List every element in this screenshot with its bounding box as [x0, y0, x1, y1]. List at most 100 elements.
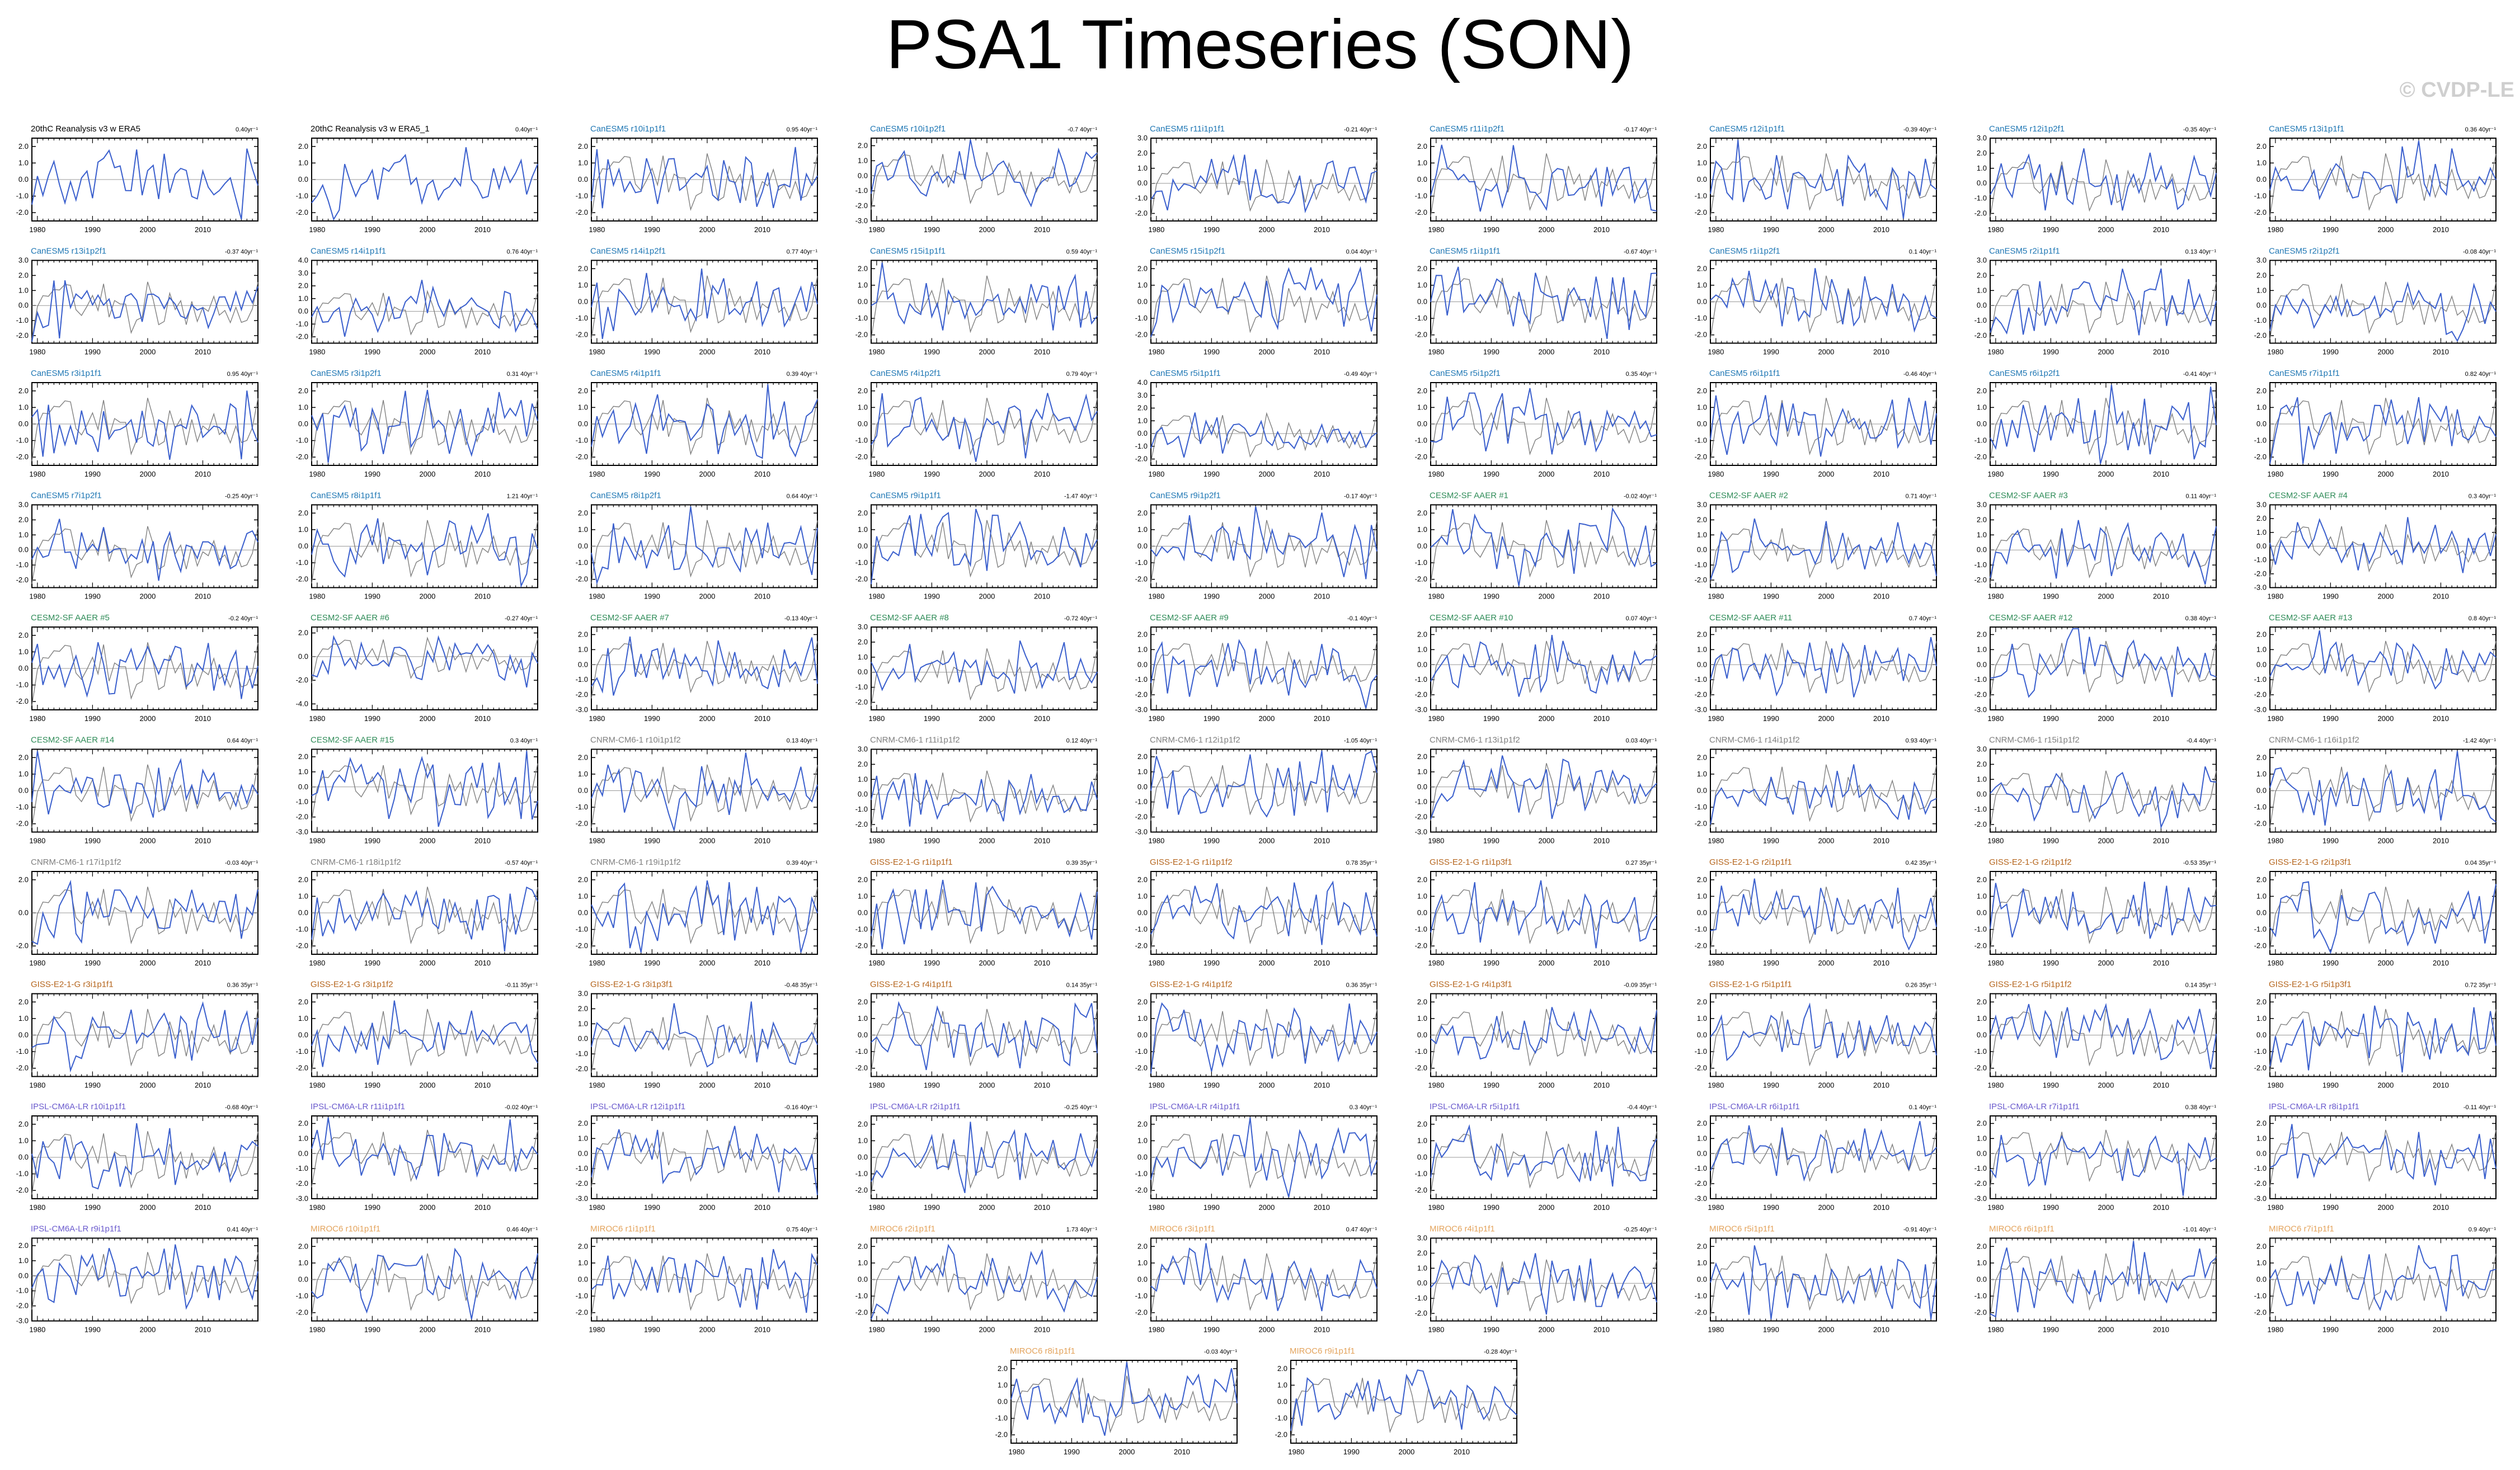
member-series-line — [31, 642, 258, 699]
y-tick-label: 2.0 — [858, 141, 868, 149]
member-series-line — [2269, 397, 2497, 464]
y-tick-label: -3.0 — [296, 828, 308, 836]
y-tick-label: 3.0 — [1697, 501, 1707, 509]
y-tick-label: 3.0 — [18, 501, 29, 509]
obs-series-line — [1430, 520, 1657, 584]
obs-series-line — [591, 640, 818, 699]
member-series-line — [871, 139, 1098, 208]
x-tick-label: 1990 — [1483, 470, 1499, 478]
x-tick-label: 1980 — [868, 348, 885, 356]
plot-frame — [1150, 138, 1377, 222]
y-tick-label: 2.0 — [1417, 264, 1427, 272]
x-tick-label: 2000 — [1538, 470, 1554, 478]
panel-title: CanESM5 r13i1p1f1 — [2269, 124, 2344, 134]
panel-title: CanESM5 r3i1p1f1 — [31, 369, 102, 378]
y-tick-label: 3.0 — [1977, 256, 1987, 265]
x-tick-label: 2000 — [1258, 348, 1275, 356]
panel-title: CanESM5 r8i1p1f1 — [311, 491, 382, 501]
y-tick-label: 1.0 — [1417, 645, 1427, 653]
panel-title: CanESM5 r9i1p1f1 — [870, 491, 941, 501]
x-tick-label: 2010 — [1593, 714, 1610, 723]
y-tick-label: -2.0 — [1695, 690, 1707, 699]
y-tick-label: 1.0 — [1137, 164, 1148, 172]
x-tick-label: 1990 — [644, 225, 660, 234]
y-tick-label: 0.0 — [1417, 542, 1427, 550]
panel-title: CanESM5 r7i1p2f1 — [31, 491, 102, 501]
y-tick-label: 0.0 — [18, 664, 29, 672]
y-tick-label: 2.0 — [578, 142, 588, 150]
trend-label: 0.77 40yr⁻¹ — [787, 249, 818, 256]
panel-title: CanESM5 r6i1p1f1 — [1709, 369, 1780, 378]
y-tick-label: 0.0 — [1977, 420, 1987, 428]
trend-label: 0.40yr⁻¹ — [515, 126, 538, 133]
trend-label: 0.64 40yr⁻¹ — [787, 493, 818, 500]
trend-label: 0.3 40yr⁻¹ — [2469, 493, 2497, 500]
panel-title: CESM2-SF AAER #3 — [1989, 491, 2068, 501]
x-tick-label: 2000 — [2377, 225, 2394, 234]
y-tick-label: 0.0 — [18, 301, 29, 309]
y-tick-label: 2.0 — [1137, 508, 1148, 517]
y-tick-label: 2.0 — [578, 508, 588, 517]
y-tick-label: -1.0 — [296, 558, 308, 567]
panel-title: CESM2-SF AAER #1 — [1430, 491, 1508, 501]
y-tick-label: 1.0 — [298, 767, 308, 776]
trend-label: -0.27 40yr⁻¹ — [505, 615, 538, 622]
y-tick-label: 0.0 — [1977, 545, 1987, 554]
y-tick-label: -1.0 — [1695, 192, 1707, 200]
chart-panel: CESM2-SF AAER #13 0.8 40yr⁻¹ 2.0 1.0 0.0 -1.0… — [2254, 613, 2497, 723]
x-tick-label: 1990 — [364, 592, 380, 601]
chart-panel: CESM2-SF AAER #10 0.07 40yr⁻¹ 2.0 1.0 0.0 -1.… — [1415, 613, 1657, 723]
y-tick-label: -2.0 — [2254, 331, 2267, 340]
y-tick-label: 0.0 — [298, 652, 308, 661]
member-series-line — [1710, 268, 1937, 333]
member-series-line — [1990, 268, 2217, 336]
x-tick-label: 2000 — [1258, 470, 1275, 478]
x-tick-label: 2000 — [1818, 348, 1834, 356]
y-tick-label: -2.0 — [1974, 331, 1987, 340]
y-tick-label: 0.0 — [1417, 420, 1427, 428]
x-tick-label: 1980 — [1148, 348, 1164, 356]
obs-series-line — [1430, 640, 1657, 699]
x-tick-label: 1980 — [309, 225, 325, 234]
y-tick-label: -2.0 — [16, 576, 29, 584]
y-tick-label: 0.0 — [1417, 660, 1427, 668]
member-series-line — [1990, 628, 2217, 698]
obs-series-line — [1710, 640, 1937, 699]
x-tick-label: 1980 — [589, 348, 605, 356]
x-tick-label: 2000 — [979, 592, 995, 601]
y-tick-label: -1.0 — [576, 558, 588, 567]
trend-label: -0.7 40yr⁻¹ — [1068, 126, 1097, 133]
y-tick-label: 1.0 — [1137, 525, 1148, 534]
y-tick-label: 3.0 — [1137, 134, 1148, 142]
x-tick-label: 2000 — [1538, 225, 1554, 234]
x-tick-label: 1990 — [84, 470, 101, 478]
x-tick-label: 1980 — [1428, 714, 1444, 723]
trend-label: 0.1 40yr⁻¹ — [1909, 249, 1937, 256]
x-tick-label: 1990 — [2322, 348, 2339, 356]
trend-label: -0.02 40yr⁻¹ — [1624, 493, 1657, 500]
y-tick-label: 3.0 — [2256, 256, 2267, 265]
x-tick-label: 2000 — [699, 470, 715, 478]
panel-title: CanESM5 r5i1p1f1 — [1150, 369, 1221, 378]
chart-panel: CESM2-SF AAER #14 0.64 40yr⁻¹ 2.0 1.0 0.0 -1.… — [16, 736, 258, 845]
y-tick-label: -1.0 — [855, 186, 868, 195]
x-tick-label: 2010 — [1873, 348, 1889, 356]
x-tick-label: 2010 — [474, 348, 491, 356]
trend-label: -0.39 40yr⁻¹ — [1903, 126, 1936, 133]
x-tick-label: 2000 — [1818, 592, 1834, 601]
trend-label: -0.72 40yr⁻¹ — [1064, 615, 1097, 622]
x-tick-label: 2010 — [2153, 225, 2169, 234]
obs-series-line — [1150, 640, 1377, 699]
panel-title: CanESM5 r13i1p2f1 — [31, 247, 106, 256]
member-series-line — [1430, 634, 1657, 697]
x-tick-label: 1990 — [1763, 714, 1779, 723]
y-tick-label: 0.0 — [1137, 429, 1148, 437]
x-tick-label: 1980 — [868, 714, 885, 723]
chart-panel: CESM2-SF AAER #4 0.3 40yr⁻¹ 3.0 2.0 1.0 0.0 -1… — [2254, 491, 2497, 601]
x-tick-label: 1980 — [1708, 714, 1724, 723]
y-tick-label: 2.0 — [298, 629, 308, 637]
x-tick-label: 2000 — [139, 225, 156, 234]
y-tick-label: -3.0 — [1135, 705, 1148, 714]
panel-title: CanESM5 r1i1p2f1 — [1709, 247, 1780, 256]
panel-title: CanESM5 r12i1p2f1 — [1989, 124, 2065, 134]
